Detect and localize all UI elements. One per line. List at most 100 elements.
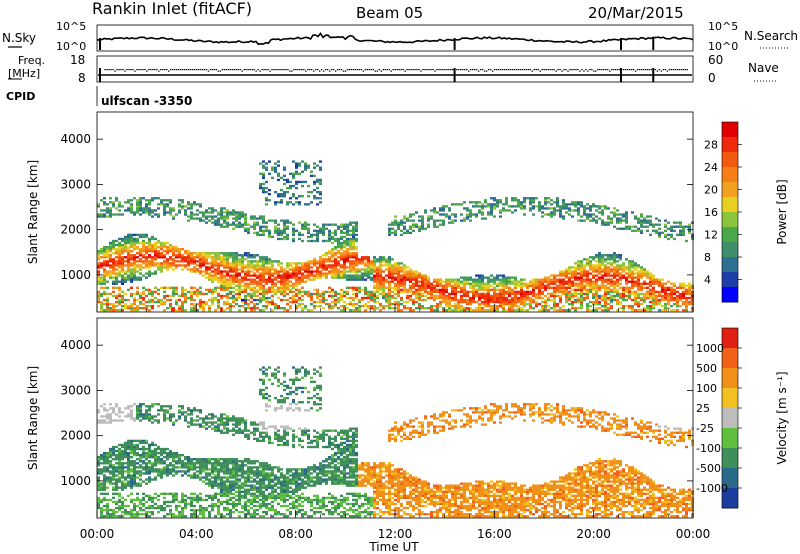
nave-dot: [277, 69, 279, 71]
power-cell: [421, 282, 424, 285]
power-cell: [220, 262, 223, 265]
power-cell: [472, 201, 475, 204]
velocity-cell: [121, 500, 124, 504]
nave-dot: [609, 70, 611, 72]
power-cell: [292, 266, 295, 269]
power-cell: [211, 290, 214, 294]
power-cell: [139, 207, 142, 210]
power-cell: [595, 221, 598, 224]
power-cell: [142, 241, 145, 245]
power-cell: [613, 290, 616, 294]
power-cell: [364, 268, 367, 271]
power-cell: [571, 304, 574, 308]
nave-dot: [114, 70, 116, 72]
power-cell: [403, 272, 406, 275]
power-cell: [121, 276, 124, 279]
power-cell: [367, 274, 370, 277]
power-cell: [613, 252, 616, 255]
power-cell: [670, 288, 673, 292]
power-cell: [283, 182, 286, 186]
power-cell: [442, 221, 445, 224]
power-cell: [142, 307, 145, 310]
power-cell: [265, 199, 268, 202]
power-cell: [277, 160, 280, 163]
power-cell: [490, 209, 493, 212]
power-cell: [187, 262, 190, 265]
power-cell: [688, 288, 691, 292]
power-cell: [685, 290, 688, 294]
power-cell: [214, 219, 217, 222]
power-cell: [469, 278, 472, 281]
power-cell: [538, 288, 541, 292]
power-cell: [502, 207, 505, 210]
power-cell: [193, 260, 196, 263]
power-cell: [331, 266, 334, 269]
power-cell: [100, 286, 103, 289]
power-cell: [235, 296, 238, 300]
power-cell: [244, 252, 247, 255]
velocity-cell: [115, 462, 118, 465]
power-cell: [622, 309, 625, 312]
power-cell: [253, 256, 256, 259]
power-cell: [172, 247, 175, 251]
nave-dot: [543, 69, 545, 71]
power-cell: [490, 309, 493, 312]
power-cell: [433, 296, 436, 300]
power-cell: [553, 300, 556, 304]
power-cell: [97, 266, 100, 269]
power-cell: [613, 276, 616, 279]
power-cell: [214, 268, 217, 271]
power-cell: [211, 270, 214, 273]
power-cell: [121, 268, 124, 271]
power-cell: [313, 278, 316, 281]
power-cell: [274, 302, 277, 306]
power-cell: [334, 264, 337, 267]
power-cell: [454, 309, 457, 312]
power-cell: [274, 270, 277, 273]
nave-dot: [189, 69, 192, 71]
power-cell: [172, 292, 175, 296]
power-cell: [607, 282, 610, 285]
power-cell: [472, 286, 475, 289]
power-cell: [103, 262, 106, 265]
power-cell: [439, 294, 442, 298]
power-cell: [640, 270, 643, 273]
power-cell: [295, 180, 298, 184]
power-cell: [268, 266, 271, 269]
power-cell: [577, 307, 580, 310]
power-cell: [223, 221, 226, 224]
power-cell: [655, 302, 658, 306]
power-cell: [112, 266, 115, 269]
power-cell: [190, 215, 193, 218]
power-cell: [226, 260, 229, 263]
power-cell: [481, 211, 484, 214]
power-cell: [601, 223, 604, 226]
power-cell: [571, 203, 574, 206]
power-cell: [634, 292, 637, 296]
power-cell: [565, 296, 568, 300]
power-cell: [550, 211, 553, 214]
power-cell: [400, 309, 403, 312]
nave-dot: [136, 69, 138, 71]
power-cell: [244, 278, 247, 281]
power-cell: [682, 309, 685, 312]
power-cell: [550, 274, 553, 277]
power-cell: [319, 274, 322, 277]
power-cell: [424, 298, 427, 302]
power-cell: [526, 294, 529, 298]
power-cell: [148, 272, 151, 275]
power-cell: [253, 290, 256, 294]
power-cell: [157, 264, 160, 267]
power-cell: [352, 243, 355, 247]
power-cell: [130, 254, 133, 257]
power-cell: [118, 243, 121, 247]
power-cell: [388, 296, 391, 300]
power-cell: [502, 274, 505, 277]
nave-dot: [251, 69, 253, 71]
power-cell: [112, 304, 115, 308]
power-cell: [565, 309, 568, 312]
power-cell: [676, 298, 679, 302]
power-cell: [613, 298, 616, 302]
power-cell: [439, 213, 442, 216]
power-cell: [148, 256, 151, 259]
